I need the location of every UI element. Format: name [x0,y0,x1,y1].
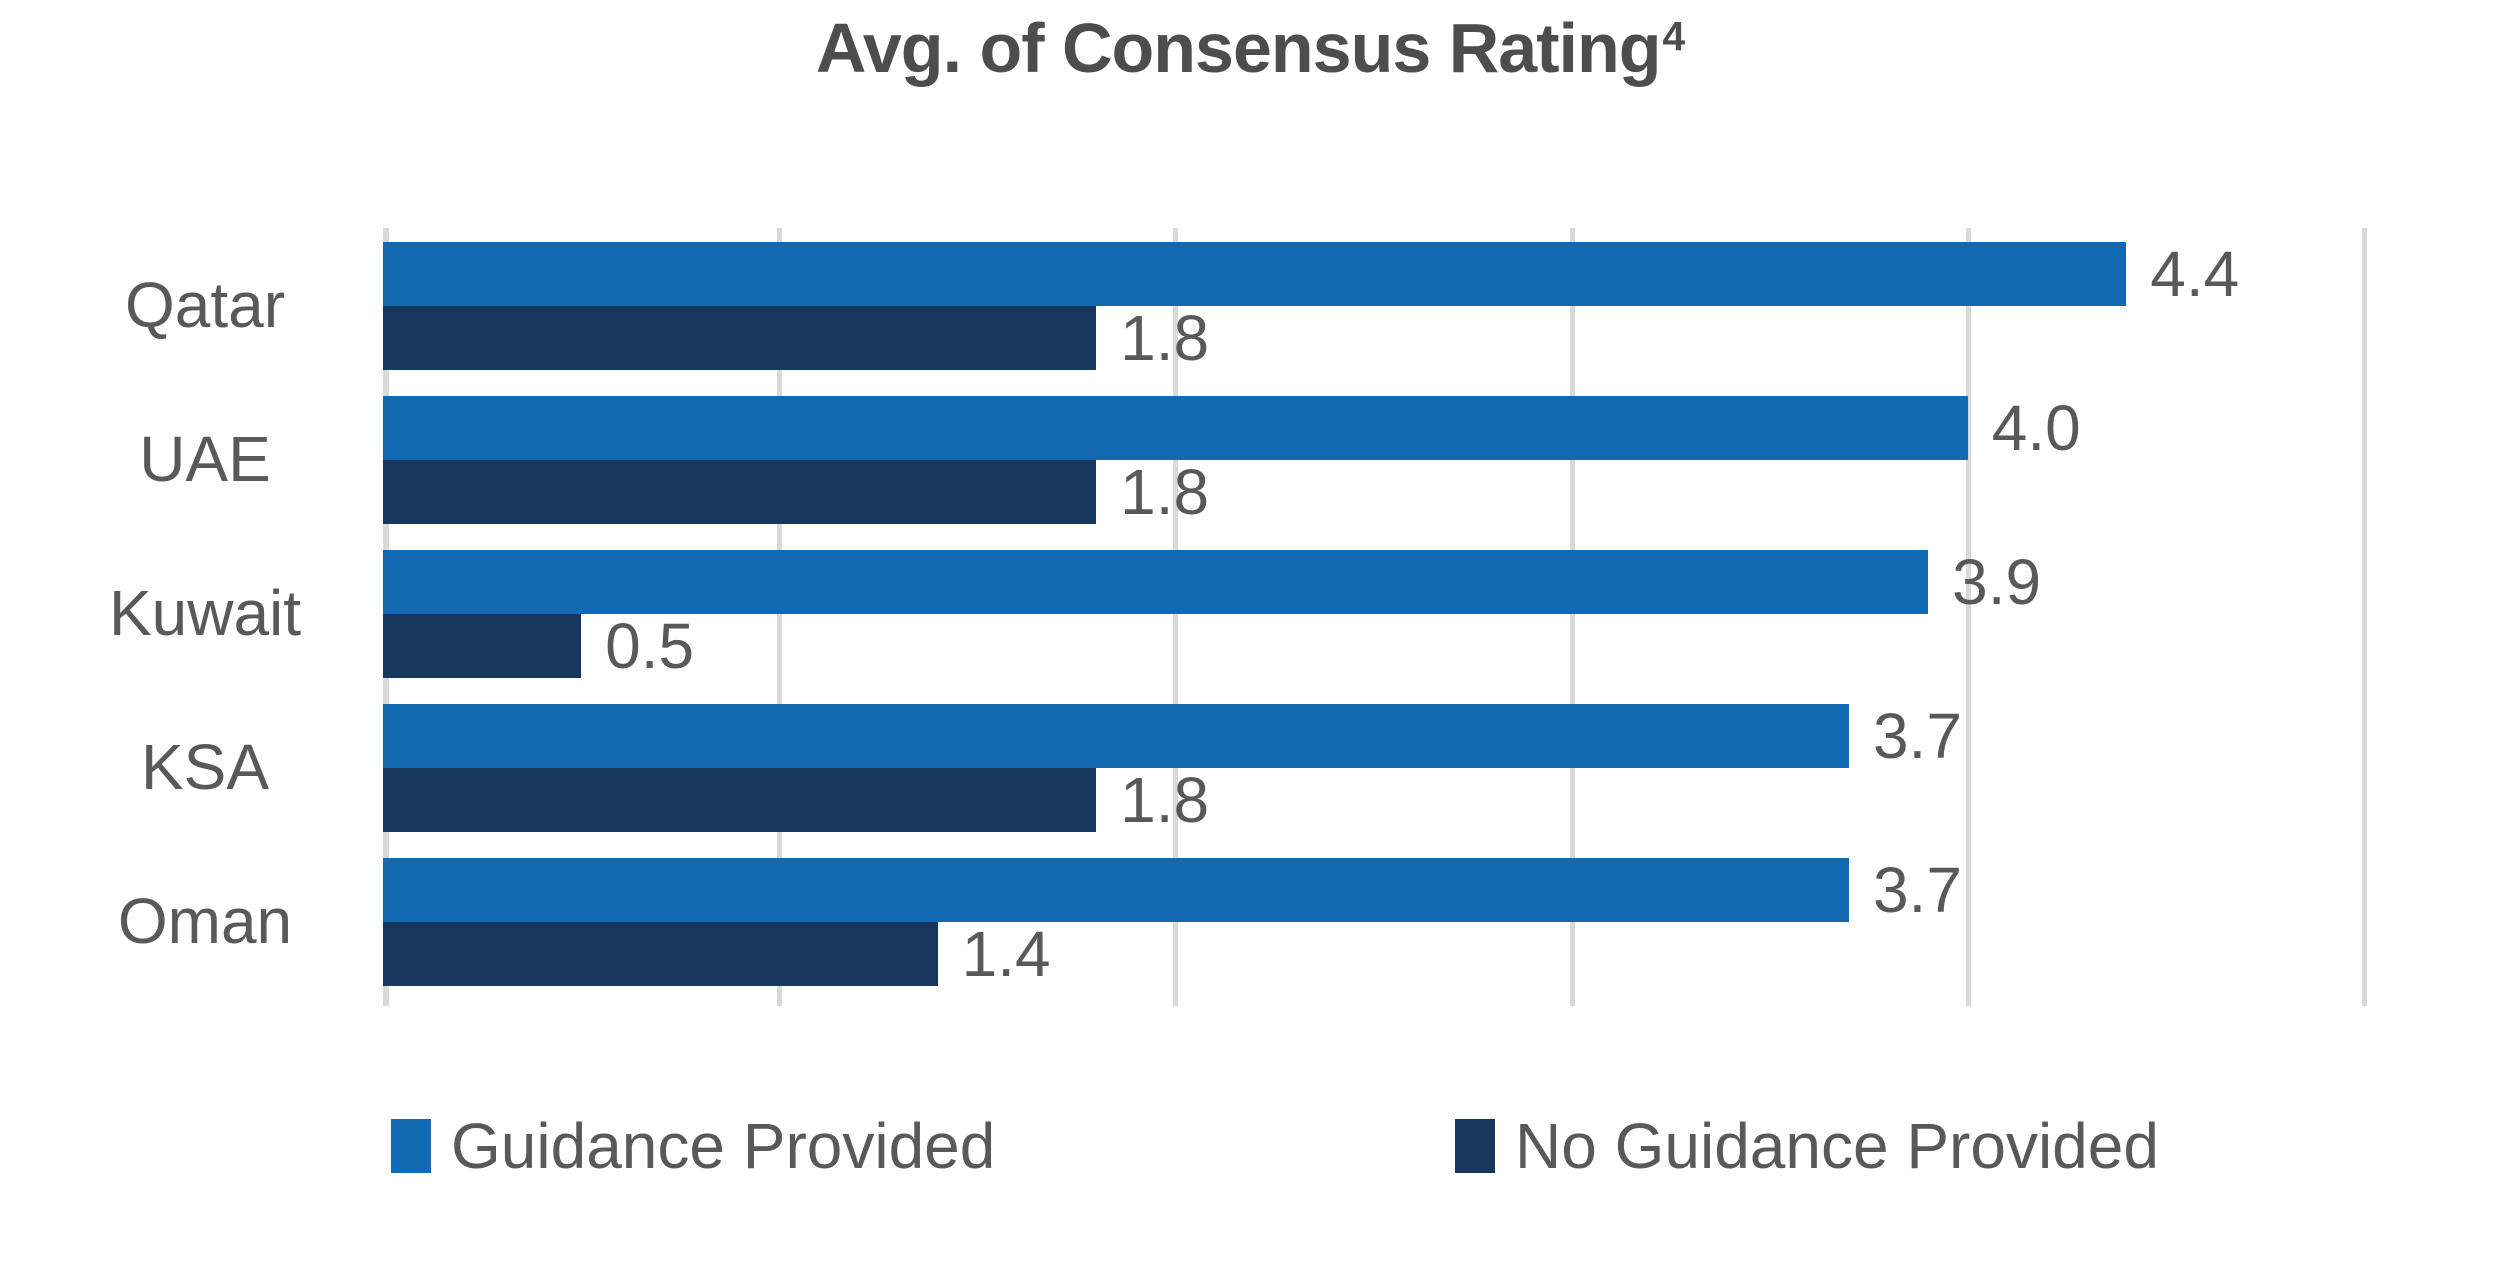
bar-line: 1.8 [383,768,2364,832]
chart-title: Avg. of Consensus Rating4 [0,8,2500,88]
chart-title-text: Avg. of Consensus Rating [815,9,1662,87]
gridline [1569,228,1575,1006]
bar-row-ksa: 3.7 1.8 [383,690,2364,844]
bar-line: 4.0 [383,396,2364,460]
bar-line: 1.4 [383,922,2364,986]
legend-label-no-guidance: No Guidance Provided [1515,1110,2159,1182]
bar-no_guidance-kuwait [383,614,582,678]
value-label: 1.4 [961,918,1051,990]
bar-line: 1.8 [383,460,2364,524]
bar-line: 0.5 [383,614,2364,678]
bar-no_guidance-oman [383,922,938,986]
legend-swatch-no-guidance-icon [1455,1119,1495,1173]
category-label-uae: UAE [139,423,271,495]
bar-guidance-uae [383,396,1968,460]
category-label-ksa: KSA [140,731,270,803]
category-label-kuwait: Kuwait [108,577,302,649]
bar-line: 3.7 [383,858,2364,922]
value-label: 4.0 [1991,392,2081,464]
bar-row-qatar: 4.4 1.8 [383,228,2364,382]
value-label: 1.8 [1120,456,1210,528]
gridline [1965,228,1971,1006]
bar-no_guidance-uae [383,460,1097,524]
value-label: 4.4 [2150,238,2240,310]
bar-no_guidance-ksa [383,768,1097,832]
bar-guidance-ksa [383,704,1849,768]
bar-line: 4.4 [383,242,2364,306]
category-label-oman: Oman [117,885,293,957]
legend-label-guidance: Guidance Provided [451,1110,996,1182]
gridline [1173,228,1179,1006]
gridline [2362,228,2367,1006]
bar-no_guidance-qatar [383,306,1097,370]
chart-title-superscript: 4 [1662,12,1686,59]
value-label: 1.8 [1120,764,1210,836]
value-label: 1.8 [1120,302,1210,374]
bar-row-oman: 3.7 1.4 [383,844,2364,998]
bar-line: 3.7 [383,704,2364,768]
value-label: 3.7 [1872,854,1962,926]
bar-row-uae: 4.0 1.8 [383,382,2364,536]
bar-line: 1.8 [383,306,2364,370]
legend-item-guidance: Guidance Provided [391,1108,995,1184]
value-label: 3.7 [1872,700,1962,772]
bar-guidance-kuwait [383,550,1929,614]
legend: Guidance Provided No Guidance Provided [0,1108,2500,1188]
legend-item-no-guidance: No Guidance Provided [1455,1108,2159,1184]
gridline [777,228,783,1006]
value-label: 0.5 [605,610,695,682]
bar-line: 3.9 [383,550,2364,614]
value-label: 3.9 [1952,546,2042,618]
legend-swatch-guidance-icon [391,1119,431,1173]
bar-guidance-qatar [383,242,2127,306]
plot-area: 4.4 1.8 4.0 1.8 3.9 0.5 3.7 1.8 3.7 1.4 [383,228,2367,1006]
bar-rows: 4.4 1.8 4.0 1.8 3.9 0.5 3.7 1.8 3.7 1.4 [383,228,2364,998]
bar-row-kuwait: 3.9 0.5 [383,536,2364,690]
bar-guidance-oman [383,858,1849,922]
category-label-qatar: Qatar [124,269,286,341]
